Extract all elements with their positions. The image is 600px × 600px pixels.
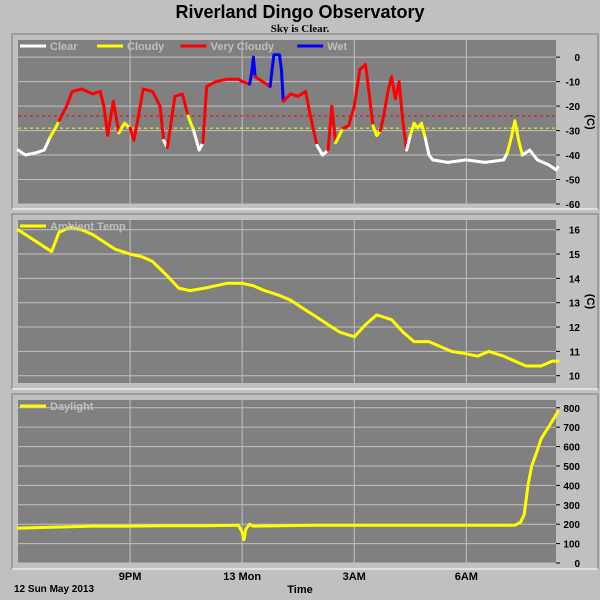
y-tick-label: -20: [566, 102, 581, 113]
daylight-panel: 0 100 200 300 400 500 600 700 800 Daylight: [11, 393, 599, 570]
sky-temp-segment-cloudy: [48, 119, 61, 140]
ambient-temperature-line: [16, 225, 560, 368]
y-tick-label: 500: [563, 462, 580, 473]
sky-temp-segment-cloudy: [408, 121, 427, 140]
y-tick-label: 100: [563, 540, 580, 551]
x-tick-label: 6AM: [455, 571, 478, 583]
y-tick-label: 10: [569, 372, 581, 383]
sky-temp-segment-very-cloudy: [378, 75, 409, 152]
daylight-line: [16, 410, 560, 542]
sky-temp-segment-wet: [268, 53, 285, 103]
legend-label: Very Cloudy: [211, 41, 275, 53]
y-tick-label: -30: [566, 127, 581, 138]
sky-temp-segment-clear: [405, 134, 412, 152]
legend-label: Clear: [50, 41, 78, 53]
y-axis-label: (C): [584, 114, 596, 130]
y-tick-label: 0: [574, 559, 580, 570]
y-tick-label: -10: [566, 78, 581, 89]
y-axis-label: (C): [584, 294, 596, 310]
y-tick-label: 16: [569, 226, 581, 237]
sky-temp-segment-cloudy: [186, 114, 196, 133]
legend-label: Ambient Temp: [50, 221, 126, 233]
ambient-temperature-panel: 10 11 12 13 14 15 16 (C) Ambient Temp: [11, 213, 599, 390]
sky-temp-segment-cloudy: [371, 124, 382, 137]
legend-label: Wet: [327, 41, 347, 53]
sky-temp-segment-very-cloudy: [201, 77, 252, 145]
sky-temp-segment-very-cloudy: [128, 87, 166, 142]
y-tick-label: -60: [566, 200, 581, 211]
plot-area: [18, 220, 556, 383]
sky-temp-segment-clear: [423, 136, 509, 164]
y-tick-label: 11: [569, 347, 580, 358]
sky-temp-segment-very-cloudy: [253, 75, 272, 88]
sky-temp-segment-very-cloudy: [165, 92, 190, 150]
y-tick-label: 300: [563, 501, 580, 512]
x-tick-label: 3AM: [343, 571, 366, 583]
y-tick-label: 200: [563, 520, 580, 531]
sky-temp-segment-clear: [520, 148, 560, 172]
y-tick-label: 700: [563, 423, 580, 434]
y-tick-label: 800: [563, 404, 580, 415]
y-tick-label: -50: [566, 176, 581, 187]
plot-area: [18, 400, 556, 563]
y-tick-label: 600: [563, 443, 580, 454]
sky-temp-segment-very-cloudy: [281, 89, 319, 147]
y-tick-label: 15: [569, 250, 581, 261]
sky-temperature-panel: 0 -10 -20 -30 -40 -50 -60 (C) Clear Cloudy Very Cl…: [11, 33, 599, 211]
y-tick-label: 400: [563, 481, 580, 492]
y-tick-label: -40: [566, 151, 581, 162]
date-label: 12 Sun May 2013: [14, 584, 95, 595]
sky-status-subtitle: Sky is Clear.: [270, 23, 330, 35]
sky-temp-segment-cloudy: [117, 121, 132, 135]
sky-temp-segment-very-cloudy: [341, 63, 375, 130]
y-tick-label: 0: [574, 53, 580, 64]
x-tick-label: 13 Mon: [223, 571, 261, 583]
x-axis-label: Time: [287, 584, 313, 596]
sky-temp-segment-very-cloudy: [326, 104, 338, 152]
y-tick-label: 14: [569, 274, 581, 285]
sky-temp-segment-wet: [248, 55, 257, 86]
sky-temp-segment-clear: [16, 136, 52, 157]
legend-label: Daylight: [50, 401, 94, 413]
legend-label: Cloudy: [127, 41, 165, 53]
y-tick-label: 12: [569, 323, 581, 334]
x-tick-label: 9PM: [119, 571, 142, 583]
sky-temp-segment-very-cloudy: [57, 87, 121, 137]
sky-temp-segment-clear: [315, 143, 330, 157]
y-tick-label: 13: [569, 299, 581, 310]
sky-temp-segment-cloudy: [334, 126, 345, 145]
sky-temp-segment-cloudy: [505, 119, 524, 157]
chart-title: Riverland Dingo Observatory: [175, 2, 425, 22]
sky-temp-segment-clear: [192, 129, 205, 152]
